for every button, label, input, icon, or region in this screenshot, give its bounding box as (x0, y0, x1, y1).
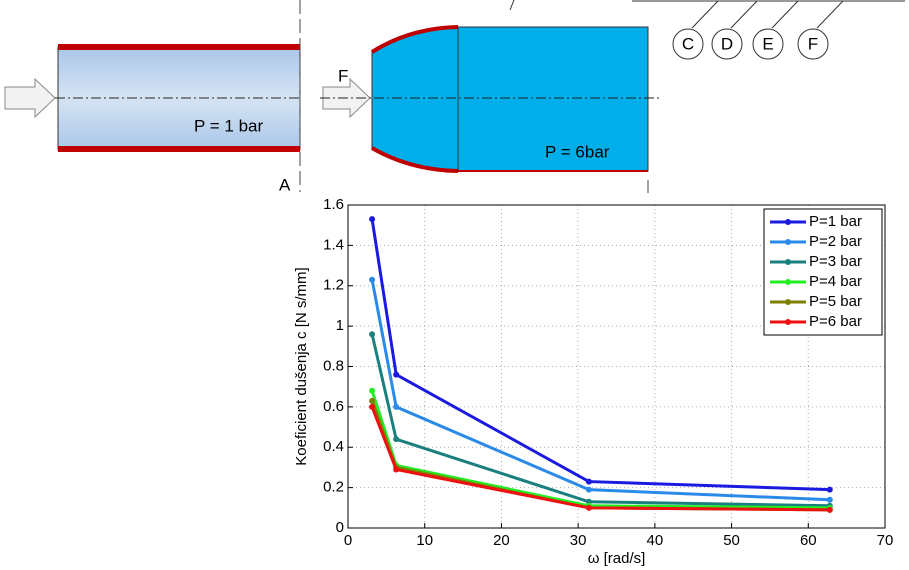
line (370, 406, 830, 512)
y-tick-label: 0.2 (323, 479, 344, 496)
point (369, 403, 376, 410)
legend-label: P=3 bar (809, 253, 862, 270)
point (369, 397, 376, 404)
y-tick-label: 0 (336, 519, 344, 536)
leader (771, 0, 799, 29)
force-label: F (338, 66, 348, 85)
legend-marker (785, 279, 791, 285)
legend-box (763, 208, 883, 336)
plot-frame (347, 204, 886, 529)
pressure-label: P = 1 bar (194, 116, 263, 135)
point (585, 504, 592, 511)
y-tick-label: 1.4 (323, 236, 344, 253)
wall (370, 146, 459, 173)
section-label: A (279, 175, 291, 194)
y-tick-label: 0.4 (323, 438, 344, 455)
point (369, 387, 376, 394)
point (393, 436, 400, 443)
point (826, 506, 833, 513)
point (393, 403, 400, 410)
y-tick-label: 0.8 (323, 357, 344, 374)
circle-label: F (808, 34, 818, 53)
leader (509, 0, 515, 11)
x-tick-label: 30 (570, 532, 587, 549)
legend-marker (785, 259, 791, 265)
legend-label: P=1 bar (809, 213, 862, 230)
legend-marker (785, 299, 791, 305)
point (585, 486, 592, 493)
leader (816, 0, 844, 29)
legend-label: P=5 bar (809, 293, 862, 310)
diagram: P = 1 bar A F P = 6bar C D E F (4, 0, 905, 194)
point (826, 496, 833, 503)
point (393, 466, 400, 473)
legend-marker (785, 219, 791, 225)
wall (58, 44, 300, 50)
circle-label: C (682, 34, 694, 53)
circle (797, 28, 829, 60)
circle-label: E (762, 34, 773, 53)
circle (752, 28, 784, 60)
legend-marker (785, 239, 791, 245)
labels-group: C D E F (672, 0, 844, 60)
x-axis-label: ω [rad/s] (588, 550, 646, 567)
line (370, 333, 830, 508)
chart: 0 0.2 0.4 0.6 0.8 1 1.2 1.4 1.6 0 10 20 30 40 50 60 70 ω … (293, 196, 893, 567)
y-tick-label: 1 (336, 317, 344, 334)
x-tick-label: 10 (416, 532, 433, 549)
y-tick-label: 1.6 (323, 196, 344, 213)
x-tick-label: 20 (493, 532, 510, 549)
pressure-label: P = 6bar (545, 142, 610, 161)
x-tick-label: 70 (877, 532, 894, 549)
point (369, 216, 376, 223)
line (370, 279, 830, 502)
point (585, 478, 592, 485)
circle (711, 28, 743, 60)
circle (672, 28, 704, 60)
point (369, 276, 376, 283)
legend-label: P=4 bar (809, 273, 862, 290)
point (393, 371, 400, 378)
x-tick-label: 40 (647, 532, 664, 549)
x-tick-label: 50 (723, 532, 740, 549)
legend-label: P=2 bar (809, 233, 862, 250)
y-axis-label: Koeficient dušenja c [N s/mm] (293, 267, 310, 465)
wall (58, 146, 300, 152)
x-tick-label: 0 (344, 532, 352, 549)
point (826, 486, 833, 493)
legend-label: P=6 bar (809, 313, 862, 330)
leader (730, 0, 758, 29)
line (370, 390, 830, 510)
wall (370, 25, 459, 54)
circle-label: D (721, 34, 733, 53)
arrow (4, 77, 56, 119)
line (370, 218, 830, 492)
y-tick-label: 0.6 (323, 398, 344, 415)
legend-marker (785, 319, 791, 325)
leader (691, 0, 719, 29)
x-tick-label: 60 (800, 532, 817, 549)
y-tick-label: 1.2 (323, 277, 344, 294)
point (369, 331, 376, 338)
